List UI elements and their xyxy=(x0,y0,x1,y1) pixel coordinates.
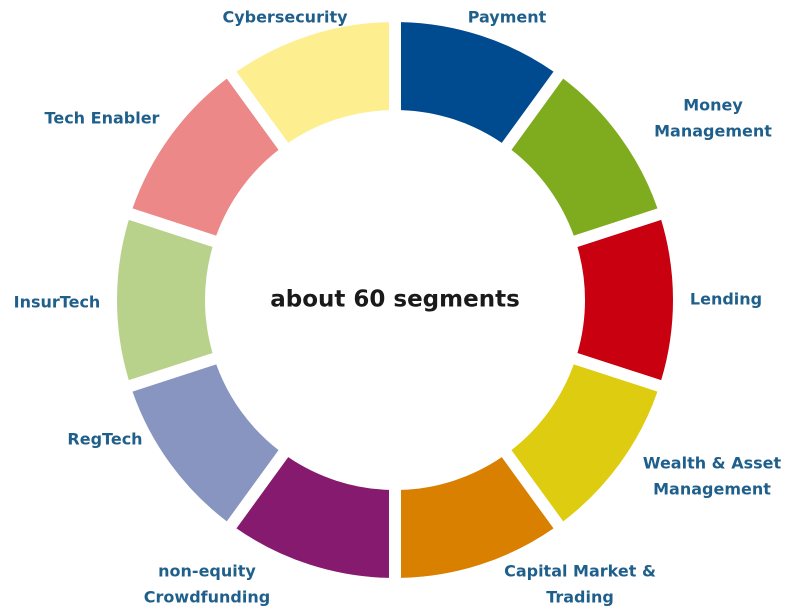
segment-label: Trading xyxy=(546,588,614,607)
segment-label: InsurTech xyxy=(14,293,101,312)
segment xyxy=(511,78,658,236)
segment-label: Management xyxy=(654,122,772,141)
segment-label: RegTech xyxy=(67,430,142,449)
segment xyxy=(577,219,673,381)
center-text: about 60 segments xyxy=(270,287,520,313)
segment xyxy=(400,457,554,578)
segment xyxy=(132,364,279,522)
segment-label: Tech Enabler xyxy=(45,109,160,128)
segment xyxy=(236,22,390,143)
segment xyxy=(236,457,390,578)
segment xyxy=(511,364,658,522)
segment-label: Lending xyxy=(690,290,762,309)
segment-label: Capital Market & xyxy=(504,562,656,581)
segment-label: Cybersecurity xyxy=(222,8,348,27)
segment-label: Money xyxy=(683,96,743,115)
segment-label: Wealth & Asset xyxy=(643,454,782,473)
segment-label: Management xyxy=(653,480,771,499)
segment-label: non-equity xyxy=(158,562,256,581)
segment xyxy=(400,22,554,143)
segment xyxy=(132,78,279,236)
segment-label: Crowdfunding xyxy=(144,588,270,607)
segment xyxy=(117,219,213,381)
segment-label: Payment xyxy=(468,8,547,27)
